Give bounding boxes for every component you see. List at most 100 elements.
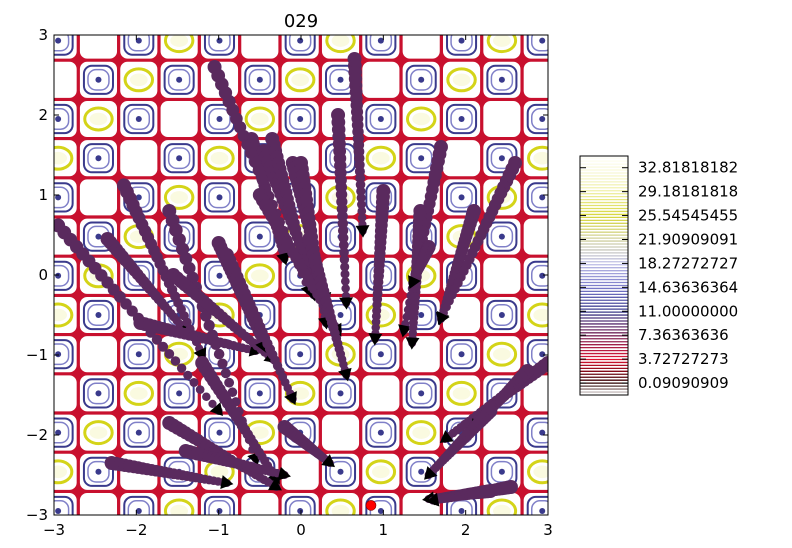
- contour-cell: [362, 100, 400, 138]
- trajectory: [408, 240, 436, 290]
- contour-cell: [321, 375, 360, 412]
- trajectory-point: [340, 276, 350, 286]
- x-tick-label: 2: [461, 521, 471, 539]
- contour-cell: [200, 492, 239, 515]
- contour-cell: [79, 61, 118, 98]
- contour-cell: [523, 35, 548, 59]
- contour-cell: [362, 336, 400, 373]
- contour-cell: [402, 100, 440, 138]
- trajectory-point: [176, 363, 187, 373]
- contour-cell: [120, 61, 158, 98]
- trajectory-point: [170, 356, 181, 366]
- colorbar: 32.81818182 29.18181818 25.54545455 21.9090…: [579, 155, 738, 396]
- trajectory-point: [200, 310, 212, 322]
- contour-cell: [54, 296, 77, 334]
- trajectory: [104, 456, 234, 489]
- contour-cell: [200, 140, 239, 177]
- trajectory-endpoint: [368, 333, 383, 346]
- target-point: [365, 500, 377, 511]
- contour-cell: [160, 375, 198, 412]
- trajectory-point: [182, 261, 196, 275]
- contour-cell: [362, 61, 400, 98]
- contour-cell: [483, 61, 521, 98]
- y-tick-label: 2: [38, 106, 48, 124]
- trajectory: [368, 184, 391, 346]
- trajectory: [436, 156, 523, 325]
- colorbar-tick-label: 32.81818182: [638, 159, 738, 177]
- trajectory: [347, 52, 370, 238]
- x-tick-label: −3: [43, 521, 65, 539]
- trajectory: [219, 248, 297, 406]
- contour-cell: [54, 35, 77, 59]
- contour-cell: [200, 179, 239, 216]
- contour-cell: [54, 414, 77, 451]
- contour-cell: [402, 35, 440, 59]
- y-tick-label: 1: [38, 186, 48, 204]
- contour-cell: [523, 61, 548, 98]
- contour-cell: [79, 492, 118, 515]
- contour-cell: [281, 453, 319, 490]
- trajectory: [54, 218, 223, 416]
- contour-cell: [523, 179, 548, 216]
- contour-cell: [241, 61, 279, 98]
- contour-cell: [483, 492, 521, 515]
- trajectory-endpoint: [339, 297, 354, 310]
- y-tick-label: −2: [26, 426, 48, 444]
- trajectory-endpoint: [284, 391, 297, 406]
- trajectory-point: [227, 387, 238, 398]
- trajectory-point: [340, 262, 350, 272]
- trajectory: [178, 444, 291, 481]
- trajectory-point: [338, 240, 349, 251]
- trajectory-endpoint: [439, 430, 454, 443]
- trajectory-point: [208, 399, 217, 408]
- contour-cell: [483, 296, 521, 334]
- contour-cell: [241, 257, 279, 294]
- plot-area: [54, 35, 548, 515]
- colorbar-tick-label: 11.00000000: [638, 302, 738, 320]
- trajectory-endpoint: [338, 367, 352, 382]
- contour-cell: [79, 140, 118, 177]
- contour-cell: [200, 35, 239, 59]
- contour-cell: [442, 61, 481, 98]
- trajectory-point: [339, 254, 350, 265]
- trajectory: [100, 232, 191, 337]
- contour-cell: [54, 453, 77, 490]
- contour-cell: [54, 492, 77, 515]
- trajectory-endpoint: [321, 454, 335, 468]
- colorbar-tick-label: 29.18181818: [638, 183, 738, 201]
- contour-cell: [241, 492, 279, 515]
- contour-cell: [54, 375, 77, 412]
- trajectory-endpoint: [355, 225, 370, 238]
- contour-cell: [79, 100, 118, 138]
- trajectory-endpoint: [437, 311, 450, 325]
- contour-cell: [483, 257, 521, 294]
- contour-cell: [241, 100, 279, 138]
- contour-cell: [160, 35, 198, 59]
- contour-cell: [160, 61, 198, 98]
- trajectory-point: [210, 339, 222, 350]
- trajectory: [195, 356, 281, 485]
- contour-cell: [442, 375, 481, 412]
- contour-cell: [281, 296, 319, 334]
- contour-cell: [442, 336, 481, 373]
- contour-cell: [483, 336, 521, 373]
- trajectory: [426, 480, 518, 507]
- trajectory-endpoint: [209, 402, 223, 416]
- contour-cell: [483, 100, 521, 138]
- contour-cell: [523, 375, 548, 412]
- contour-cell: [241, 218, 279, 255]
- trajectory-point: [158, 341, 169, 352]
- colorbar-tick-label: 18.27272727: [638, 254, 738, 272]
- contour-cell: [79, 296, 118, 334]
- trajectory-point: [183, 370, 193, 380]
- contour-cell: [402, 375, 440, 412]
- target-layer: [365, 500, 377, 511]
- trajectory-point: [341, 284, 350, 293]
- trajectory: [277, 420, 335, 468]
- contour-cell: [321, 257, 360, 294]
- contour-cell: [442, 100, 481, 138]
- trajectory-point: [356, 193, 366, 203]
- contour-cell: [241, 35, 279, 59]
- contour-cell: [120, 336, 158, 373]
- contour-cell: [54, 336, 77, 373]
